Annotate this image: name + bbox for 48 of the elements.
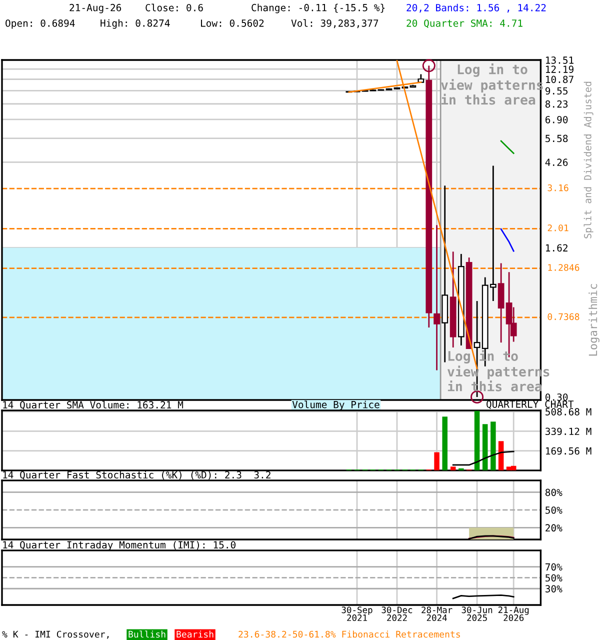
text: Low: 0.5602 [201,19,264,27]
y-tick-label: 5.58 [546,134,568,142]
ref-line-label: 0.7368 [548,313,580,320]
text: Change: -0.11 {-15.5 %} [252,4,385,14]
text: 20 Quarter SMA: 4.71 [406,19,522,28]
ref-line-label: 3.16 [548,184,568,192]
y-axis-title: Split and Dividend Adjusted [584,82,594,238]
text: % K - IMI Crossover, [2,630,109,639]
y-tick-label: 169.56 M [546,447,592,455]
text: Bullish [128,630,166,638]
ref-line-label: 1.2846 [548,264,580,271]
y-tick-label: 12.19 [546,66,574,73]
y-tick-label: 339.12 M [546,428,592,436]
x-tick-label: 21-Aug 2026 [498,606,529,622]
y-tick-label: 50% [546,506,562,514]
x-tick-label: 30-Jun 2025 [462,606,492,622]
text: 21-Aug-26 [70,4,122,14]
y-tick-label: 508.68 M [546,408,592,416]
y-tick-label: 50% [546,574,562,582]
ref-line-label: 2.01 [548,224,568,232]
y-tick-label: 0.30 [546,394,568,401]
y-tick-label: 6.90 [546,116,568,124]
x-tick-label: 30-Dec 2022 [382,606,412,622]
y-tick-label: 9.55 [545,87,568,95]
text: Close: 0.6 [146,4,203,12]
chart-title: 14 Quarter SMA Volume: 163.21 M [3,400,184,410]
chart-title: 14 Quarter Fast Stochastic (%K) (%D): 2.3 3.2 [3,470,270,480]
chart-title: 14 Quarter Intraday Momentum (IMI): 15.0 [3,540,236,550]
y-tick-label: 8.23 [545,100,568,108]
y-tick-label: 13.51 [546,56,574,64]
text: 23.6-38.2-50-61.8% Fibonacci Retracements [238,630,460,638]
text: Logarithmic [588,284,600,356]
text: 20,2 Bands: 1.56 , 14.22 [406,4,546,13]
x-tick-label: 28-Mar 2024 [422,606,452,622]
x-tick-label: 30-Sep 2021 [342,606,372,622]
y-tick-label: 70% [546,563,562,571]
text: QUARTERLY CHART [486,400,574,409]
text: High: 0.8274 [100,19,170,29]
y-tick-label: 20% [546,524,562,532]
band-label: Volume By Price [292,400,380,410]
text: Open: 0.6894 [6,19,75,29]
y-tick-label: 80% [545,488,562,496]
text: Vol: 39,283,377 [291,19,378,28]
y-tick-label: 10.87 [546,76,574,84]
y-tick-label: 30% [546,585,562,592]
text: Bearish [176,630,214,638]
y-tick-label: 4.26 [545,158,568,166]
y-tick-label: 1.62 [546,244,568,252]
